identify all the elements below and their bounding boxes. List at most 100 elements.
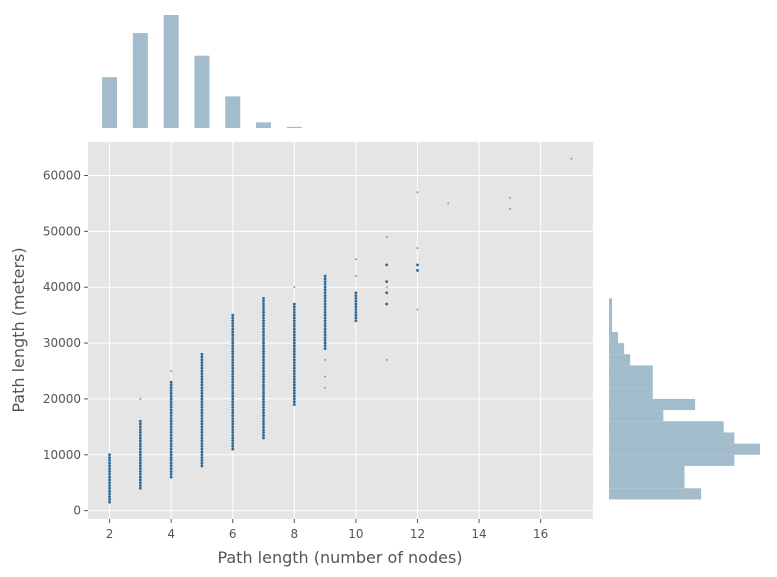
scatter-point xyxy=(262,417,265,420)
y-tick-label: 20000 xyxy=(43,392,81,406)
scatter-point xyxy=(262,397,265,401)
scatter-point xyxy=(169,411,173,415)
y-marginal-bar xyxy=(609,454,735,466)
scatter-point xyxy=(169,383,173,387)
scatter-point xyxy=(262,302,265,306)
scatter-point xyxy=(231,369,235,373)
scatter-point xyxy=(138,464,142,468)
scatter-point xyxy=(292,347,296,351)
scatter-point xyxy=(292,352,296,356)
scatter-point xyxy=(292,403,296,406)
scatter-point xyxy=(292,327,296,331)
y-axis-label: Path length (meters) xyxy=(9,247,28,412)
scatter-point xyxy=(323,313,327,317)
scatter-point xyxy=(231,322,235,325)
scatter-point xyxy=(292,305,296,309)
scatter-point xyxy=(169,389,173,392)
scatter-point xyxy=(231,447,235,451)
scatter-point xyxy=(292,310,296,314)
scatter-point xyxy=(200,433,204,437)
scatter-point xyxy=(231,436,235,440)
scatter-point xyxy=(231,355,235,359)
scatter-point xyxy=(324,358,327,361)
scatter-point xyxy=(108,467,111,471)
scatter-point xyxy=(169,456,173,459)
scatter-point xyxy=(323,333,327,337)
scatter-point xyxy=(262,386,265,390)
scatter-point xyxy=(416,308,419,311)
scatter-point xyxy=(231,411,235,415)
scatter-point xyxy=(200,389,204,392)
scatter-point xyxy=(231,408,235,412)
scatter-point xyxy=(262,411,265,415)
scatter-point xyxy=(385,358,388,361)
scatter-point xyxy=(169,405,173,409)
scatter-point xyxy=(416,247,419,250)
scatter-point xyxy=(138,475,142,479)
scatter-point xyxy=(231,391,235,395)
scatter-point xyxy=(200,405,204,409)
scatter-point xyxy=(262,324,265,328)
scatter-point xyxy=(231,425,235,429)
scatter-point xyxy=(169,386,173,390)
scatter-point xyxy=(231,414,235,418)
scatter-point xyxy=(169,450,173,454)
x-axis-label: Path length (number of nodes) xyxy=(217,548,462,567)
scatter-point xyxy=(262,299,265,303)
scatter-point xyxy=(169,403,173,406)
scatter-point xyxy=(231,372,235,376)
scatter-point xyxy=(262,305,265,309)
scatter-point xyxy=(200,436,204,440)
scatter-point xyxy=(200,358,204,362)
scatter-point xyxy=(292,389,296,392)
scatter-point xyxy=(200,431,204,434)
scatter-point xyxy=(292,344,296,348)
x-tick-label: 8 xyxy=(290,527,298,541)
scatter-point xyxy=(354,302,358,306)
scatter-point xyxy=(231,428,235,432)
y-marginal-bar xyxy=(609,398,696,411)
scatter-point xyxy=(108,489,111,493)
scatter-point xyxy=(231,380,235,384)
scatter-point xyxy=(169,464,173,468)
scatter-point xyxy=(138,456,142,459)
scatter-point xyxy=(108,478,111,482)
scatter-point xyxy=(108,498,111,501)
y-axis-ticks: 0 10000 20000 30000 40000 50000 60000 xyxy=(43,169,88,518)
scatter-point xyxy=(323,283,327,286)
scatter-point xyxy=(231,405,235,409)
scatter-point xyxy=(169,394,173,398)
scatter-point xyxy=(200,428,204,432)
y-marginal-bar xyxy=(609,365,653,377)
scatter-point xyxy=(262,330,265,334)
scatter-point xyxy=(138,419,142,423)
scatter-point xyxy=(231,422,235,426)
scatter-point xyxy=(262,310,265,314)
scatter-point xyxy=(108,472,111,476)
x-tick-label: 16 xyxy=(533,527,548,541)
scatter-point xyxy=(231,364,235,367)
scatter-point xyxy=(354,258,357,261)
scatter-point xyxy=(262,419,265,423)
scatter-point xyxy=(138,458,142,462)
x-marginal-histogram xyxy=(102,15,302,128)
scatter-point xyxy=(292,324,296,328)
scatter-point xyxy=(200,425,204,429)
scatter-point xyxy=(354,275,357,278)
scatter-point xyxy=(262,431,265,434)
scatter-point xyxy=(323,308,327,311)
scatter-point xyxy=(262,344,265,348)
scatter-point xyxy=(169,397,173,401)
scatter-point xyxy=(200,380,204,384)
scatter-point xyxy=(323,319,327,323)
y-marginal-bar xyxy=(609,443,760,455)
scatter-point xyxy=(323,338,327,342)
scatter-point xyxy=(138,470,142,473)
y-marginal-bar xyxy=(609,331,619,344)
scatter-point xyxy=(169,433,173,437)
scatter-point xyxy=(231,366,235,370)
scatter-point xyxy=(262,350,265,353)
scatter-point xyxy=(323,324,327,328)
scatter-point xyxy=(292,383,296,387)
x-marginal-bar xyxy=(194,55,210,128)
